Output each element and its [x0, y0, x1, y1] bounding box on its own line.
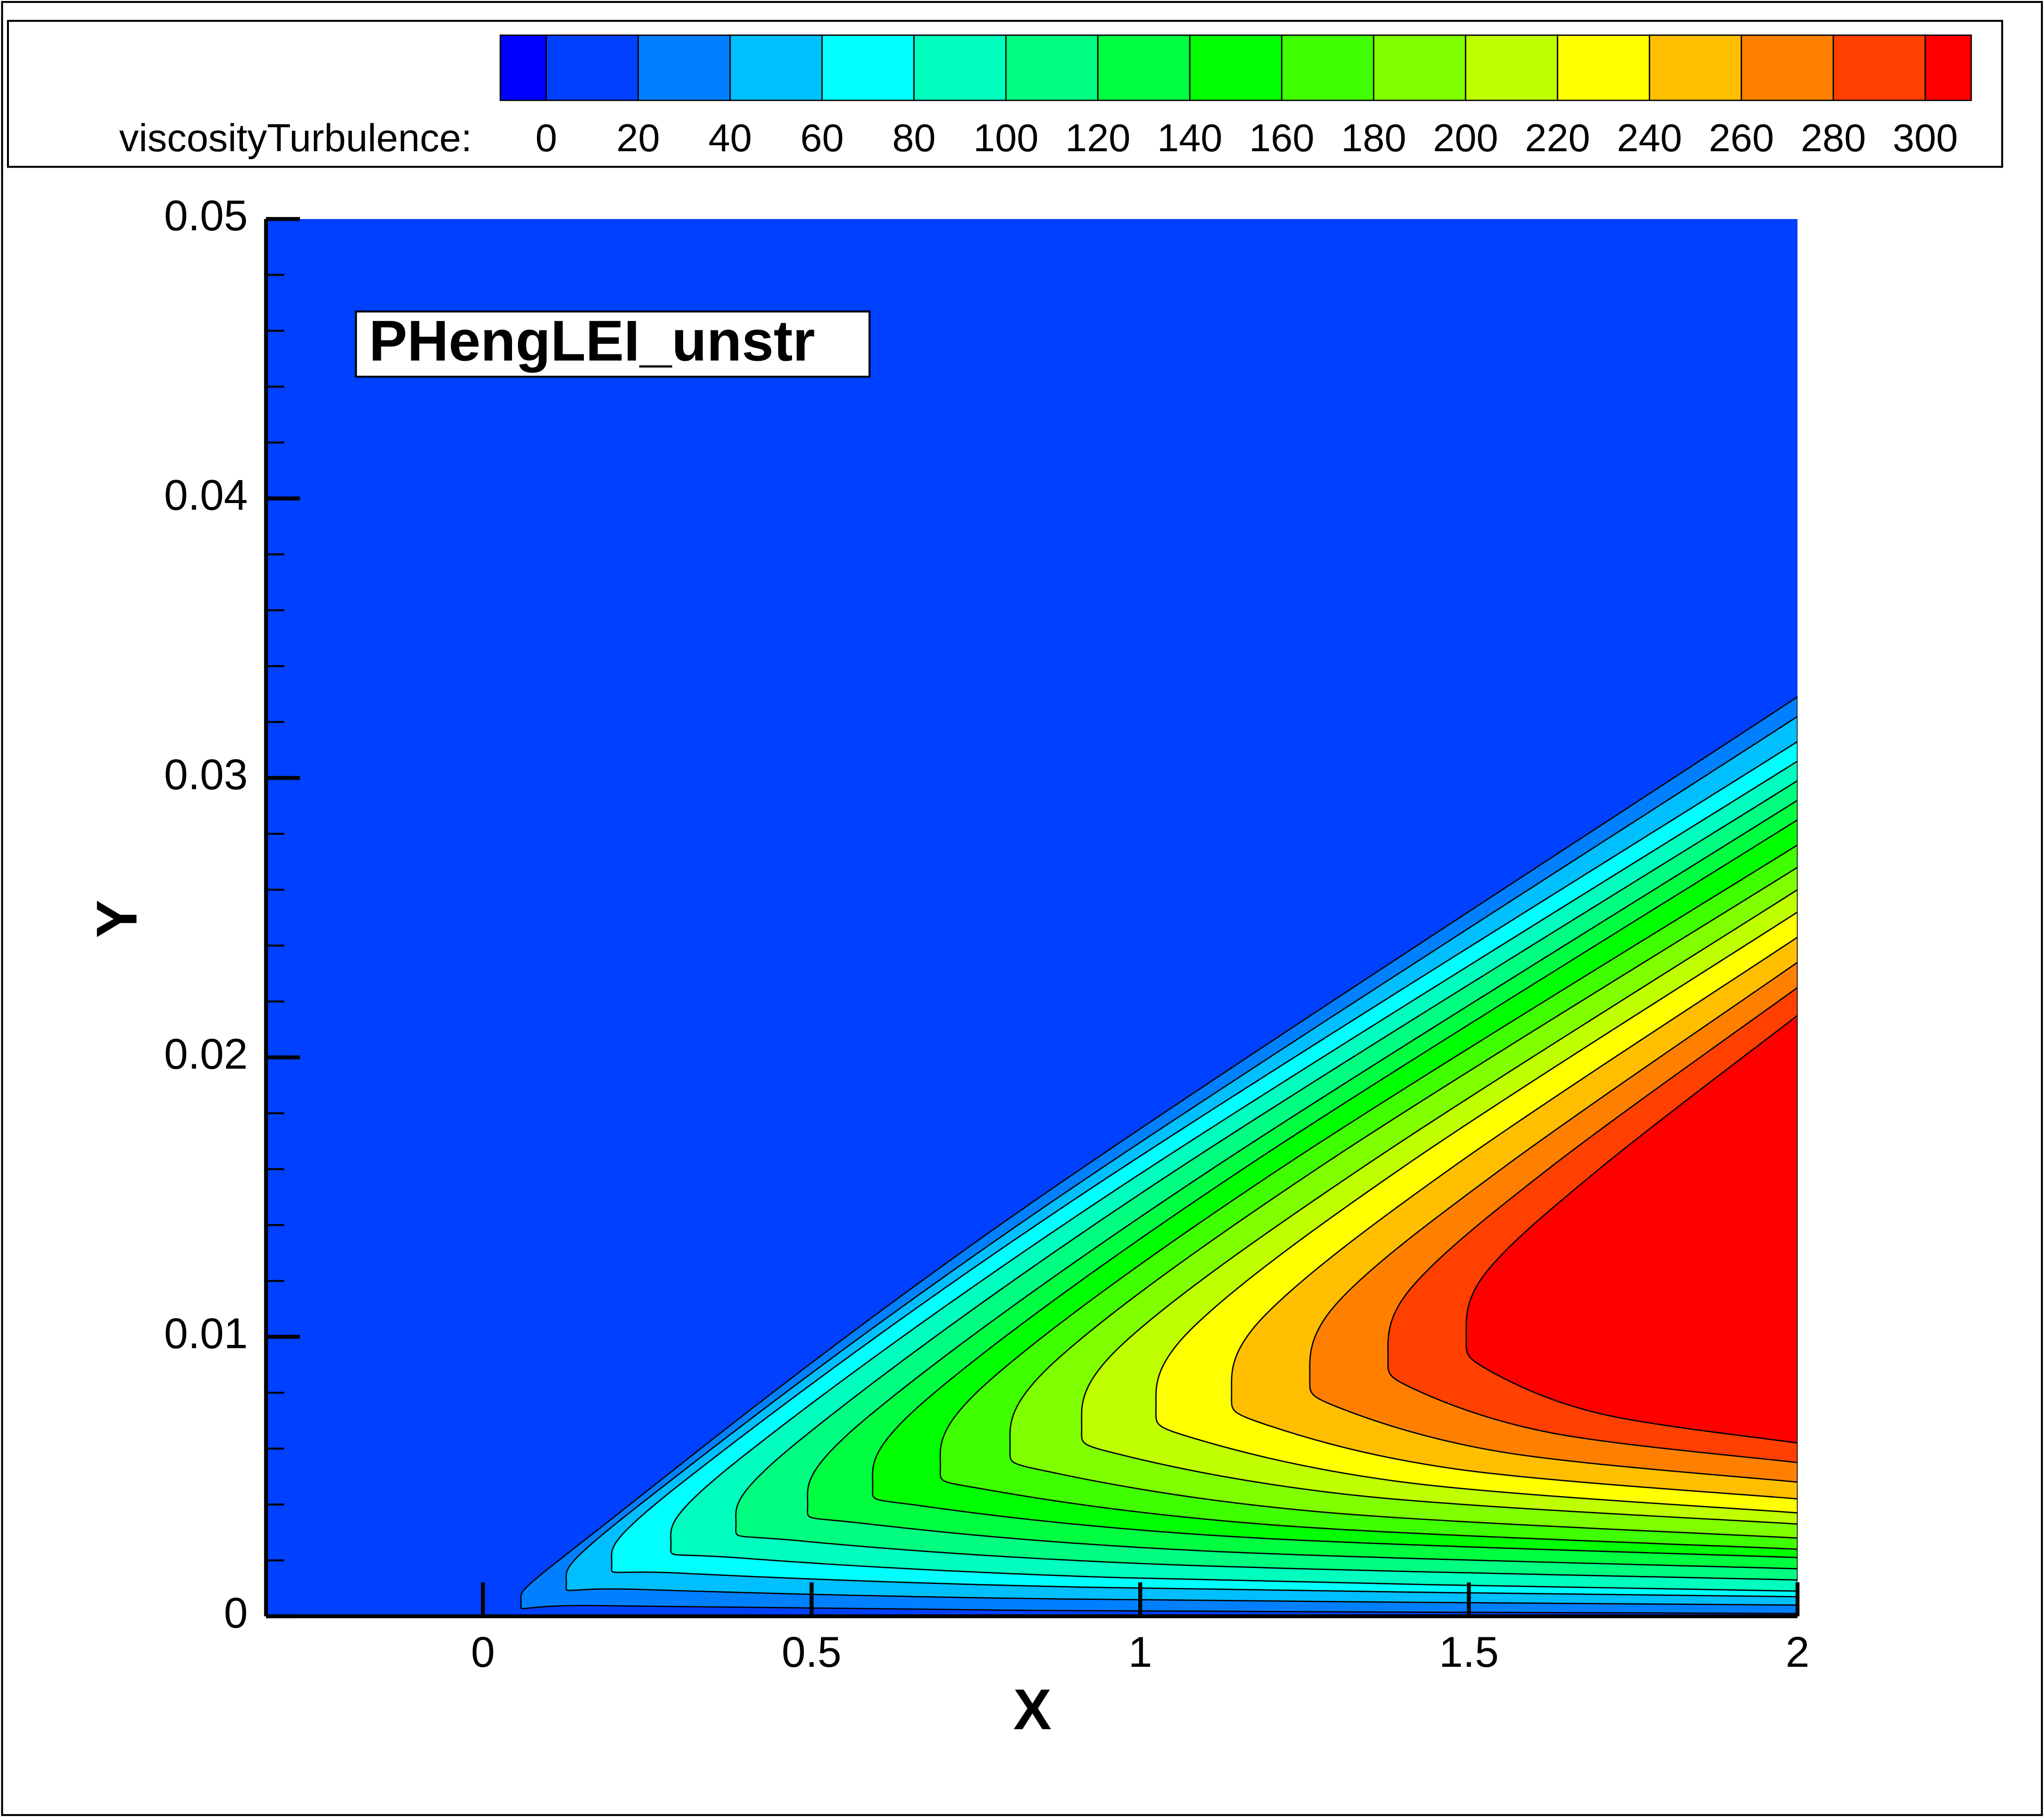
annotation-box: [355, 310, 871, 378]
colorbar-tick-label: 180: [1341, 116, 1406, 160]
colorbar-swatch: [1924, 34, 1972, 101]
colorbar-tick-label: 120: [1065, 116, 1131, 160]
colorbar-tick-label: 40: [709, 116, 752, 160]
axes: 0 0.01 0.02 0.03 0.04 0.05 0 0.5 1 1.5 2: [164, 192, 1809, 1676]
colorbar-tick-label: 240: [1617, 116, 1682, 160]
colorbar-tick-label: 80: [892, 116, 936, 160]
y-axis-title: Y: [85, 900, 149, 938]
contour-region: [1465, 1015, 1798, 1444]
x-tick-label: 1: [1128, 1628, 1152, 1676]
colorbar-swatch: [500, 34, 547, 101]
colorbar-tick-label: 220: [1525, 116, 1590, 160]
y-tick-label: 0.02: [164, 1031, 248, 1078]
colorbar-swatch: [1741, 34, 1834, 101]
annotation: PHengLEI_unstr: [369, 309, 815, 373]
y-tick-label: 0.05: [164, 192, 248, 240]
colorbar-tick-label: 200: [1433, 116, 1499, 160]
colorbar-label: viscosityTurbulence:: [119, 116, 472, 160]
colorbar-swatch: [913, 34, 1007, 101]
colorbar-swatch: [1281, 34, 1374, 101]
x-tick-label: 0.5: [781, 1628, 841, 1676]
x-tick-label: 1.5: [1439, 1628, 1499, 1676]
colorbar-swatch: [1465, 34, 1558, 101]
x-tick-label: 0: [471, 1628, 495, 1676]
colorbar-swatch: [729, 34, 823, 101]
contour-field: [266, 219, 1798, 1616]
colorbar-swatch: [1373, 34, 1467, 101]
y-tick-label: 0.03: [164, 751, 248, 799]
colorbar-swatch: [1189, 34, 1282, 101]
x-tick-label: 2: [1786, 1628, 1809, 1676]
colorbar-swatch: [1832, 34, 1926, 101]
colorbar-swatch: [1649, 34, 1742, 101]
y-tick-label: 0.01: [164, 1310, 248, 1358]
colorbar-swatch: [637, 34, 731, 101]
colorbar-tick-label: 20: [616, 116, 660, 160]
colorbar-swatch: [1556, 34, 1650, 101]
y-tick-label: 0.04: [164, 472, 248, 519]
colorbar-swatch: [1097, 34, 1191, 101]
x-axis-title: X: [1014, 1678, 1052, 1742]
colorbar-tick-label: 0: [535, 116, 557, 160]
colorbar-tick-label: 160: [1249, 116, 1314, 160]
colorbar-tick-label: 100: [973, 116, 1038, 160]
y-tick-label: 0: [224, 1589, 248, 1637]
colorbar-swatch: [821, 34, 915, 101]
colorbar-tick-label: 300: [1893, 116, 1958, 160]
colorbar-tick-label: 260: [1709, 116, 1774, 160]
colorbar-tick-label: 140: [1157, 116, 1223, 160]
colorbar-swatch: [545, 34, 639, 101]
colorbar-tick-label: 60: [800, 116, 844, 160]
colorbar-tick-label: 280: [1800, 116, 1866, 160]
colorbar-swatch: [1005, 34, 1099, 101]
